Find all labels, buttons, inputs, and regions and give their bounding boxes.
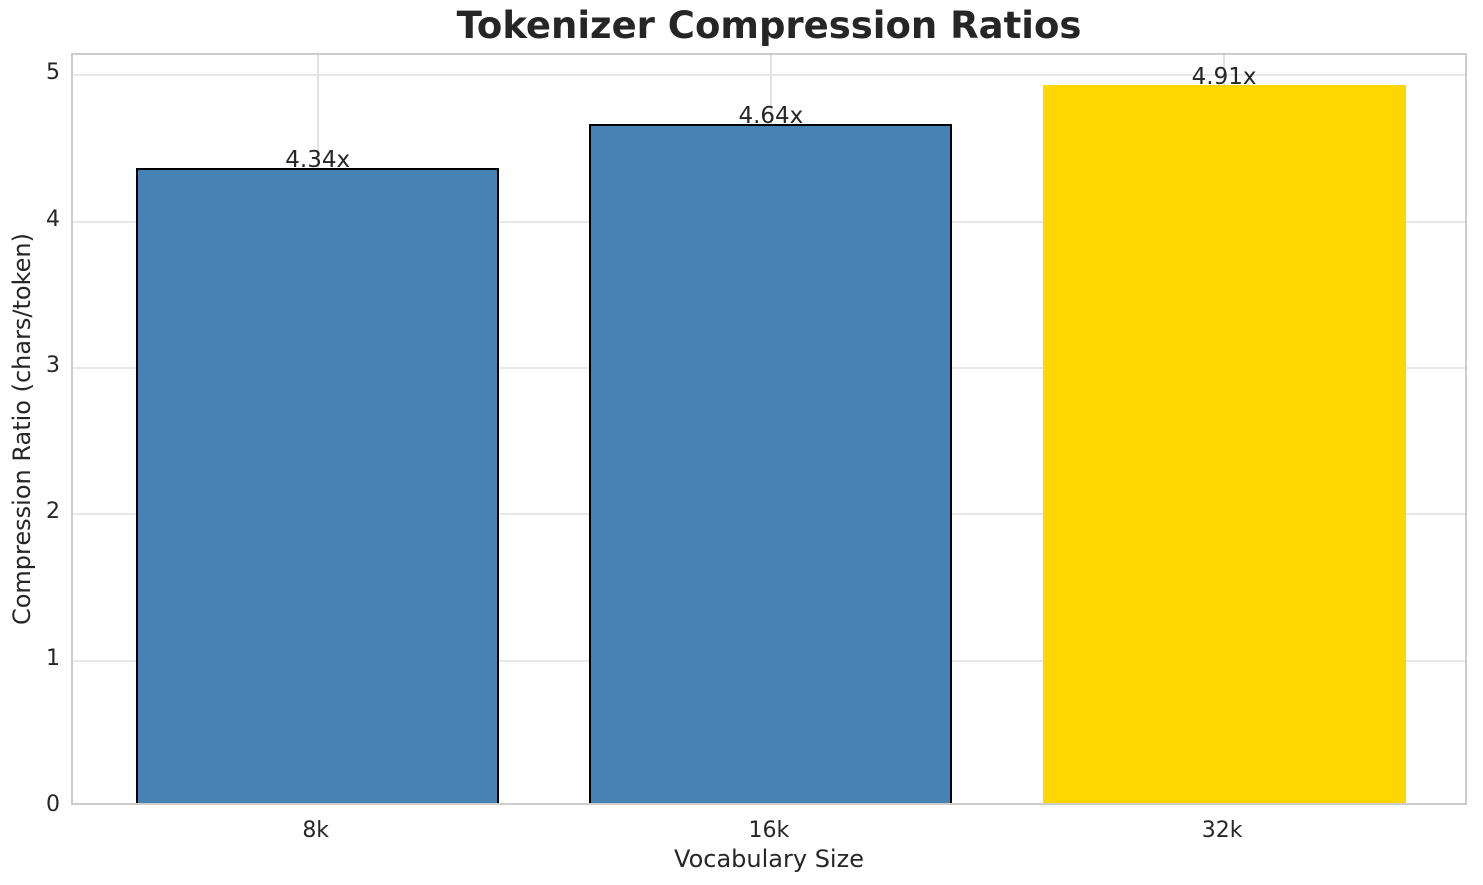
y-tick-label: 3 [46,353,60,379]
x-axis-label: Vocabulary Size [674,845,864,873]
bar-32k [1042,84,1406,803]
y-tick-label: 5 [46,60,60,86]
y-tick-label: 0 [46,792,60,817]
horizontal-gridline [73,74,1465,77]
y-tick-label: 4 [46,206,60,232]
x-tick-label: 8k [302,818,330,843]
bar-value-label: 4.34x [285,147,351,174]
x-tick-label: 32k [1201,818,1243,843]
y-axis-label: Compression Ratio (chars/token) [8,233,36,626]
x-tick-label: 16k [748,818,790,843]
y-tick-label: 1 [46,645,60,671]
bar-8k [136,168,500,803]
bar-16k [589,124,953,803]
plot-area: 4.34x 4.64x 4.91x [71,53,1467,805]
bar-value-label: 4.64x [738,103,804,130]
y-tick-label: 2 [46,499,60,525]
bar-value-label: 4.91x [1191,63,1257,90]
chart-title: Tokenizer Compression Ratios [456,4,1082,47]
